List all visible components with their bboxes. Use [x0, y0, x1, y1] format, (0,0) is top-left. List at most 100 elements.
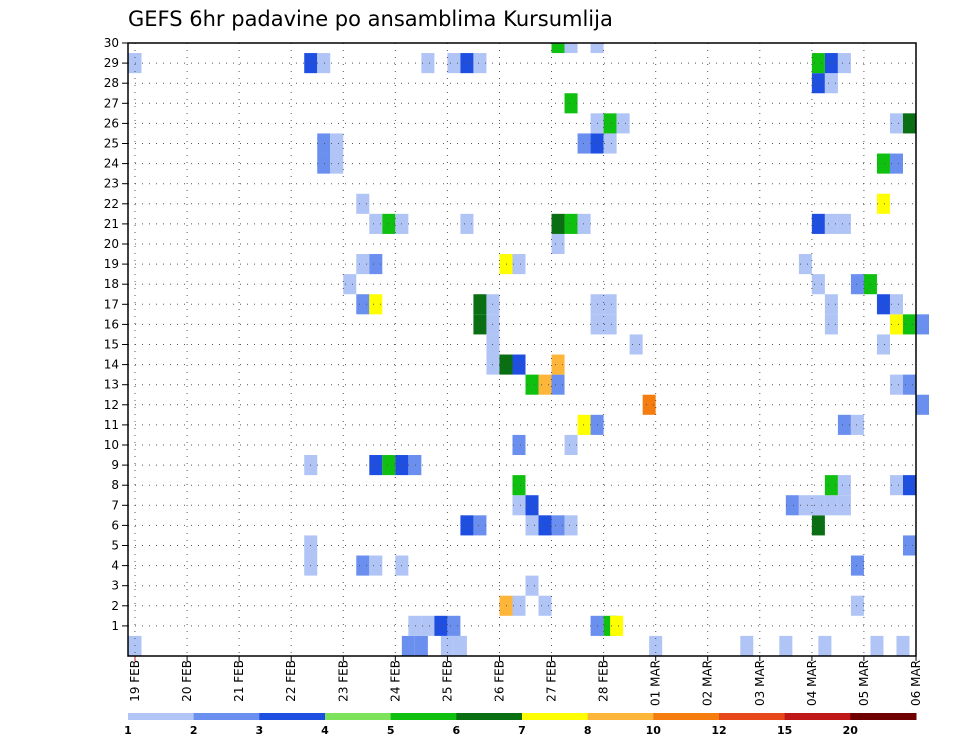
data-cell — [447, 615, 461, 636]
data-cell — [818, 635, 832, 656]
data-cell — [525, 374, 539, 395]
data-cell — [356, 193, 370, 214]
data-cell — [824, 314, 838, 335]
data-cell — [824, 73, 838, 94]
legend-swatch — [259, 713, 326, 720]
data-cell — [837, 53, 851, 74]
x-tick-label: 28 FEB — [597, 660, 611, 702]
data-cell — [317, 53, 331, 74]
data-cell — [538, 595, 552, 616]
data-cell — [577, 133, 591, 154]
data-cell — [408, 615, 422, 636]
data-cell — [460, 213, 474, 234]
legend-label: 15 — [777, 724, 792, 737]
x-tick-label: 26 FEB — [493, 660, 507, 702]
data-cell — [356, 294, 370, 315]
data-cell — [824, 475, 838, 496]
data-cell — [837, 475, 851, 496]
y-tick-label: 10 — [104, 438, 119, 452]
data-cell — [603, 314, 617, 335]
data-cell — [551, 515, 565, 536]
legend-swatch — [325, 713, 392, 720]
x-tick-label: 27 FEB — [545, 660, 559, 702]
data-cell — [499, 254, 513, 275]
legend-label: 10 — [646, 724, 662, 737]
plot-frame — [127, 42, 917, 657]
data-cell — [603, 294, 617, 315]
data-cell — [356, 254, 370, 275]
x-tick-label: 22 FEB — [284, 660, 298, 702]
data-cell — [837, 414, 851, 435]
legend-label: 8 — [584, 724, 592, 737]
data-cell — [824, 294, 838, 315]
data-cell — [610, 615, 624, 636]
data-cell — [850, 595, 864, 616]
legend-swatch — [719, 713, 786, 720]
data-cell — [538, 515, 552, 536]
data-cell — [538, 374, 552, 395]
data-cell — [811, 53, 825, 74]
data-cell — [499, 595, 513, 616]
data-cell — [629, 334, 643, 355]
data-cell — [382, 213, 396, 234]
data-cell — [434, 615, 448, 636]
data-cell — [811, 495, 825, 516]
data-cell — [512, 475, 526, 496]
y-tick-label: 8 — [111, 478, 119, 492]
data-cell — [889, 294, 903, 315]
data-cell — [551, 374, 565, 395]
data-cell — [369, 254, 383, 275]
data-cell — [512, 434, 526, 456]
data-cell — [870, 635, 884, 656]
data-cell — [401, 635, 415, 656]
data-cell — [512, 254, 526, 275]
data-cell — [414, 635, 428, 656]
data-cell — [408, 455, 422, 476]
data-cell — [421, 615, 435, 636]
x-tick-label: 02 MAR — [701, 660, 715, 706]
y-axis: 1234567891011121314151617181920212223242… — [104, 36, 128, 633]
data-cell — [850, 274, 864, 295]
y-tick-label: 15 — [104, 338, 119, 352]
y-tick-label: 30 — [104, 36, 119, 50]
x-axis: 19 FEB 20 FEB 21 FEB 22 FEB 23 FEB 24 FEB 25 F… — [128, 656, 923, 706]
data-cell — [330, 133, 344, 154]
y-tick-label: 20 — [104, 237, 119, 251]
data-cell — [616, 113, 630, 134]
x-tick-label: 05 MAR — [857, 660, 871, 706]
data-cell — [837, 495, 851, 516]
data-cell — [916, 314, 930, 335]
data-cell — [473, 294, 487, 315]
y-tick-label: 18 — [104, 277, 119, 291]
data-cell — [447, 53, 461, 74]
data-cell — [564, 93, 578, 114]
data-cell — [564, 515, 578, 536]
data-cell — [369, 294, 383, 315]
legend-swatch — [784, 713, 851, 720]
data-cell — [512, 495, 526, 516]
y-tick-label: 16 — [104, 317, 119, 331]
y-tick-label: 5 — [111, 539, 119, 553]
legend-label: 6 — [452, 724, 460, 737]
legend-swatch — [193, 713, 260, 720]
data-cell — [473, 515, 487, 536]
y-tick-label: 26 — [104, 116, 119, 130]
data-cell — [902, 314, 916, 335]
y-tick-label: 7 — [111, 498, 119, 512]
y-tick-label: 19 — [104, 257, 119, 271]
data-cell — [343, 274, 357, 295]
y-tick-label: 25 — [104, 137, 119, 151]
x-tick-label: 23 FEB — [336, 660, 350, 702]
x-tick-label: 25 FEB — [440, 660, 454, 702]
legend-label: 1 — [124, 724, 132, 737]
x-tick-label: 04 MAR — [805, 660, 819, 706]
x-tick-label: 24 FEB — [388, 660, 402, 702]
data-cell — [564, 213, 578, 234]
data-cell — [499, 354, 513, 375]
data-cell — [876, 334, 890, 355]
data-cell — [453, 635, 467, 656]
data-cell — [798, 495, 812, 516]
legend-label: 4 — [321, 724, 329, 737]
data-cell — [577, 414, 591, 435]
x-tick-label: 06 MAR — [909, 660, 923, 706]
